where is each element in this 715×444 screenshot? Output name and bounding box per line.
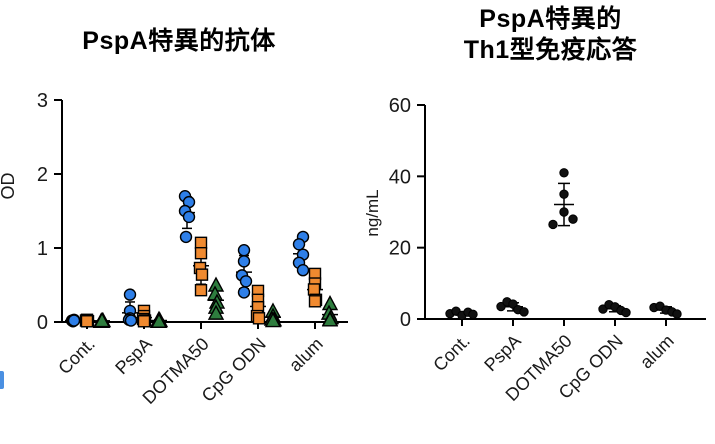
y-axis-label: ng/mL [363, 189, 382, 236]
data-point-square [307, 283, 321, 296]
axes-chart-1 [417, 104, 706, 326]
y-tick-label: 2 [37, 164, 48, 186]
data-point-square [195, 268, 209, 281]
right-chart-title: PspA特異的 Th1型免疫応答 [386, 4, 715, 66]
x-category-label: Cont. [429, 331, 474, 376]
y-tick-label: 0 [37, 312, 48, 334]
data-point-circle [67, 314, 81, 327]
right-chart-title-line1: PspA特異的 [479, 5, 622, 33]
data-point-triangle [264, 312, 282, 328]
data-point-circle [179, 230, 193, 244]
x-category-label: alum [285, 334, 327, 376]
data-point-square [80, 315, 94, 328]
data-point-dot [559, 189, 569, 199]
data-point-square [194, 283, 208, 297]
left-chart-title: PspA特異的抗体 [82, 27, 276, 55]
y-axis-label: OD [0, 172, 18, 199]
data-point-circle [296, 264, 310, 277]
screen-edge-artifact [0, 371, 4, 389]
y-tick-label: 60 [389, 95, 411, 117]
data-point-circle [237, 255, 251, 268]
data-point-circle [124, 314, 138, 327]
y-tick-label: 0 [400, 309, 411, 331]
data-point-square [194, 236, 208, 250]
y-tick-label: 20 [389, 238, 411, 260]
data-point-circle [182, 210, 196, 224]
x-category-label: alum [636, 331, 678, 373]
data-point-circle [237, 244, 251, 257]
data-point-dot [568, 214, 578, 224]
right-chart-title-line2: Th1型免疫応答 [463, 36, 638, 64]
error-bars-chart-1 [452, 182, 676, 316]
data-points-chart-0 [65, 189, 340, 328]
data-point-square [308, 295, 322, 308]
x-category-label: PspA [111, 334, 156, 379]
y-tick-label: 40 [389, 166, 411, 188]
data-point-circle [237, 286, 251, 299]
data-point-circle [239, 275, 253, 288]
y-tick-label: 3 [37, 90, 48, 112]
axes-chart-0 [54, 99, 348, 329]
data-point-circle [123, 288, 137, 301]
y-tick-label: 1 [37, 238, 48, 260]
x-category-label: Cont. [54, 334, 99, 379]
x-category-label: PspA [480, 331, 525, 376]
data-point-circle [292, 238, 306, 251]
data-points-chart-1 [445, 168, 682, 321]
data-point-triangle [93, 312, 111, 328]
data-point-square [194, 246, 208, 260]
data-point-dot [468, 309, 478, 320]
data-point-square [252, 312, 266, 325]
data-point-triangle [207, 304, 225, 320]
data-point-dot [559, 168, 569, 178]
data-point-dot [548, 219, 558, 230]
data-point-triangle [321, 311, 339, 327]
data-point-dot [672, 309, 682, 319]
data-point-square [137, 315, 151, 328]
data-point-dot [621, 307, 631, 318]
data-point-dot [519, 307, 529, 317]
data-point-dot [559, 207, 569, 217]
data-point-triangle [150, 312, 168, 328]
